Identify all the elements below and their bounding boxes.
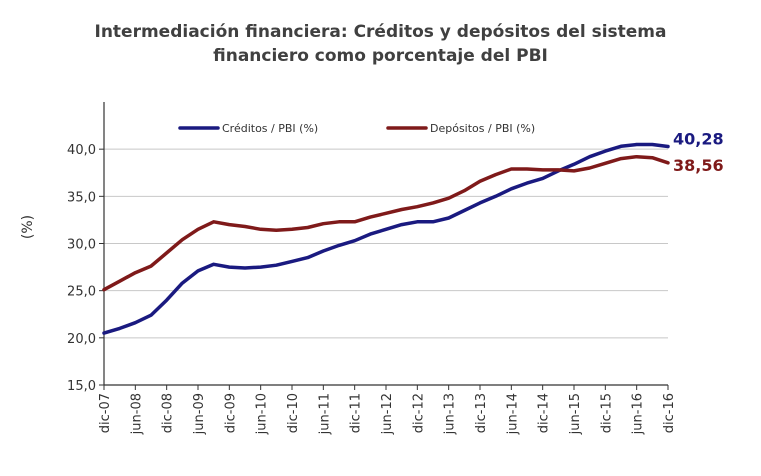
- x-tick-label: jun-09: [192, 393, 207, 435]
- legend-label: Depósitos / PBI (%): [430, 122, 535, 135]
- legend-label: Créditos / PBI (%): [222, 122, 318, 135]
- end-labels: 40,28 38,56: [673, 130, 724, 175]
- y-axis-ticks: 15,0 20,0 25,0 30,0 35,0 40,0: [67, 143, 104, 394]
- series-line-creditos: [102, 142, 670, 335]
- x-tick-label: dic-16: [662, 393, 677, 433]
- y-tick-label: 25,0: [67, 285, 96, 300]
- x-tick-label: jun-10: [255, 393, 270, 435]
- x-axis-ticks: dic-07 jun-08 dic-08 jun-09 dic-09 jun-10 dic-…: [98, 385, 677, 435]
- x-tick-label: dic-12: [411, 393, 426, 433]
- x-tick-label: dic-11: [349, 393, 364, 433]
- series-lines: [102, 142, 670, 335]
- x-tick-label: jun-15: [568, 393, 583, 435]
- x-tick-label: jun-08: [129, 393, 144, 435]
- end-value-label: 38,56: [673, 156, 724, 175]
- chart-title-line2: financiero como porcentaje del PBI: [213, 46, 548, 66]
- x-tick-label: dic-13: [474, 393, 489, 433]
- x-tick-label: dic-10: [286, 393, 301, 433]
- chart-title-line1: Intermediación financiera: Créditos y de…: [94, 22, 667, 42]
- series-line-depositos: [102, 154, 670, 292]
- x-tick-label: jun-16: [631, 393, 646, 435]
- x-tick-label: dic-14: [537, 393, 552, 433]
- x-tick-label: jun-14: [505, 393, 520, 435]
- x-tick-label: dic-09: [223, 393, 238, 433]
- y-tick-label: 15,0: [67, 379, 96, 394]
- y-tick-label: 30,0: [67, 238, 96, 253]
- x-tick-label: dic-08: [161, 393, 176, 433]
- x-tick-label: jun-12: [380, 393, 395, 435]
- y-tick-label: 40,0: [67, 143, 96, 158]
- x-tick-label: dic-15: [599, 393, 614, 433]
- y-axis-label: (%): [20, 215, 36, 239]
- legend: Créditos / PBI (%) Depósitos / PBI (%): [178, 122, 535, 135]
- x-tick-label: jun-13: [443, 393, 458, 435]
- chart-title: Intermediación financiera: Créditos y de…: [0, 20, 761, 68]
- y-tick-label: 35,0: [67, 190, 96, 205]
- x-tick-label: dic-07: [98, 393, 113, 433]
- gridlines: [104, 148, 668, 339]
- end-value-label: 40,28: [673, 130, 724, 149]
- x-tick-label: jun-11: [317, 393, 332, 435]
- y-tick-label: 20,0: [67, 332, 96, 347]
